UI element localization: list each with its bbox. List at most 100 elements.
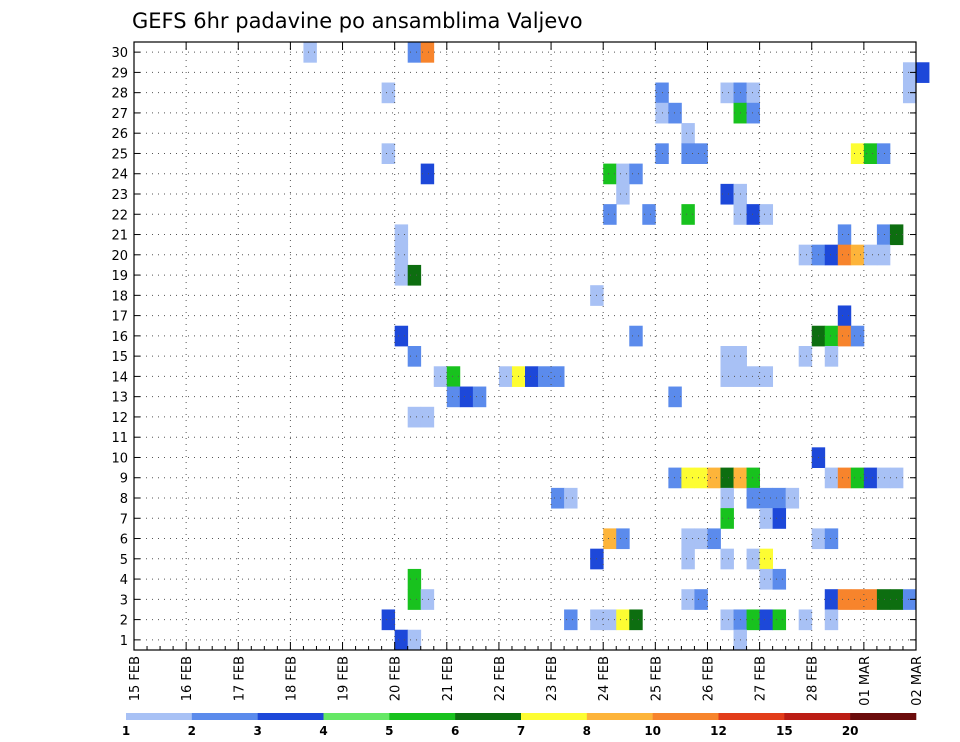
heatmap-cell [420,163,435,185]
heatmap-cell [603,204,617,225]
heatmap-cell [863,589,878,610]
legend-label: 12 [710,724,727,738]
heatmap-cell [798,346,813,367]
x-tick-label: 01 MAR [858,656,873,706]
legend-swatch [126,713,193,720]
heatmap-cell [720,487,734,509]
x-tick-label: 26 FEB [701,656,716,701]
heatmap-cell [902,62,917,83]
heatmap-cell [746,467,760,489]
heatmap-cell [720,82,734,104]
heatmap-cell [707,467,721,489]
x-tick-label: 17 FEB [232,656,247,701]
y-tick-label: 28 [111,87,128,102]
heatmap-cell [446,386,461,408]
y-tick-label: 29 [111,66,128,81]
heatmap-cell [681,548,695,570]
legend-label: 7 [517,724,525,738]
heatmap-cell [694,589,708,610]
y-tick-label: 8 [120,492,128,507]
y-tick-label: 19 [111,269,128,284]
legend-label: 6 [451,724,459,738]
heatmap-cell [746,366,760,387]
heatmap-cell [668,102,682,124]
legend: 1 2 3 4 5 6 7 8 10 12 15 20 [122,713,917,738]
y-tick-label: 14 [111,370,128,385]
heatmap-cell [720,508,734,529]
heatmap-cell [407,42,422,63]
heatmap-cell [863,244,878,266]
heatmap-cell [303,42,317,63]
heatmap-cell [746,487,760,509]
legend-swatch [323,713,390,720]
heatmap-cell [824,528,839,550]
heatmap-cell [551,487,565,509]
y-tick-label: 25 [111,147,128,162]
heatmap-cell [759,568,774,590]
heatmap-cell [525,366,539,387]
heatmap-cell [837,224,852,246]
y-tick-label: 27 [111,107,128,122]
heatmap-cell [850,244,865,266]
heatmap-cell [837,589,852,610]
heatmap-cell [394,629,409,651]
heatmap-cell [407,568,422,590]
heatmap-cell [629,325,643,347]
heatmap-cell [824,325,839,347]
legend-swatch [850,713,917,720]
heatmap-cell [603,609,617,631]
heatmap-cell [746,102,760,124]
legend-swatch [718,713,785,720]
heatmap-cell [850,143,865,164]
heatmap-cell [824,609,839,631]
x-tick-label: 24 FEB [597,656,612,701]
y-tick-label: 15 [111,350,128,365]
legend-swatch [191,713,258,720]
y-tick-label: 30 [111,46,128,61]
heatmap-cell [837,244,852,266]
heatmap-cell [629,609,643,631]
heatmap-cell [603,528,617,550]
legend-label: 1 [122,724,130,738]
heatmap-cell [850,589,865,610]
x-tick-label: 25 FEB [649,656,664,701]
heatmap-cell [863,143,878,164]
y-tick-label: 20 [111,249,128,264]
heatmap-cell [459,386,474,408]
heatmap-cell [629,163,643,185]
heatmap-cell [616,609,630,631]
heatmap-cell [420,42,435,63]
heatmap-cell [407,346,422,367]
y-tick-label: 26 [111,127,128,142]
heatmap-cell [642,204,656,225]
x-tick-label: 02 MAR [910,656,925,706]
chart-title: GEFS 6hr padavine po ansamblima Valjevo [132,9,583,33]
x-tick-label: 21 FEB [441,656,456,701]
heatmap-cell [681,204,695,225]
heatmap-cell [420,406,435,428]
heatmap-cell [863,467,878,489]
legend-swatch [521,713,588,720]
heatmap-cell [381,143,396,164]
y-tick-label: 22 [111,208,128,223]
y-tick-label: 1 [120,634,128,649]
heatmap-cell [772,508,787,529]
heatmap-cell [876,224,891,246]
heatmap-cell [407,589,422,610]
x-tick-label: 28 FEB [806,656,821,701]
heatmap-cell [681,589,695,610]
heatmap-cell [876,244,891,266]
heatmap-cell [746,204,760,225]
grid [134,42,916,650]
y-tick-label: 11 [111,431,128,446]
legend-label: 8 [583,724,591,738]
x-tick-label: 22 FEB [493,656,508,701]
x-tick-label: 15 FEB [128,656,143,701]
heatmap-cell [837,305,852,327]
heatmap-cell [759,609,774,631]
y-tick-label: 23 [111,188,128,203]
heatmap-cell [551,366,565,387]
legend-label: 10 [644,724,661,738]
y-tick-label: 10 [111,451,128,466]
